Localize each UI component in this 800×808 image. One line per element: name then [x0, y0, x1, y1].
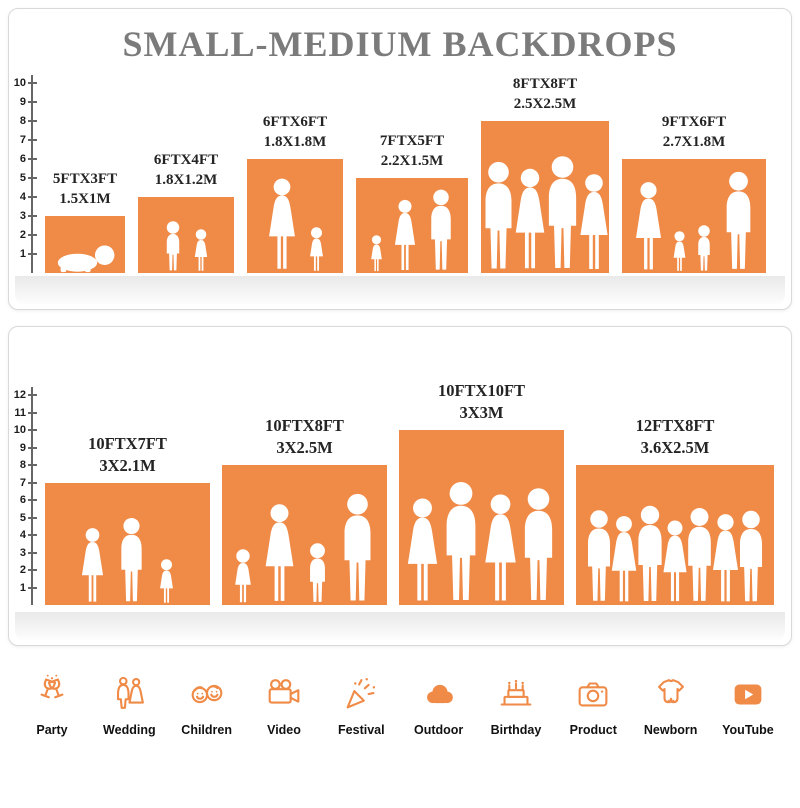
- category-party: Party: [16, 672, 88, 737]
- size-ft: 10FTX10FT: [437, 381, 526, 401]
- size-label: 6FTX4FT 1.8X1.2M: [154, 151, 218, 191]
- backdrop-bar-6ftx6ft: 6FTX6FT 1.8X1.8M: [247, 114, 343, 273]
- bottom-size-panel: 1 2 3 4 5 6 7 8 9 10 11 12 10FTX7FT 3X2.1M 10FTX8FT…: [8, 326, 792, 646]
- category-birthday: Birthday: [480, 672, 552, 737]
- backdrop-bar-8ftx8ft: 8FTX8FT 2.5X2.5M: [481, 76, 609, 273]
- category-label: Outdoor: [413, 723, 464, 737]
- backdrop-bars-row-bottom: 10FTX7FT 3X2.1M 10FTX8FT 3X2.5M: [45, 381, 774, 605]
- backdrop-bar-10ftx7ft: 10FTX7FT 3X2.1M: [45, 434, 210, 605]
- size-ft: 5FTX3FT: [52, 171, 118, 188]
- backdrop-bar-7ftx5ft: 7FTX5FT 2.2X1.5M: [356, 133, 468, 273]
- backdrop-bar-9ftx6ft: 9FTX6FT 2.7X1.8M: [622, 114, 766, 273]
- silhouette-family-of-three: [356, 178, 468, 273]
- backdrop-bar-10ftx10ft: 10FTX10FT 3X3M: [399, 381, 564, 605]
- top-size-panel: SMALL-MEDIUM BACKDROPS 1 2 3 4 5 6 7 8 9 10 5FTX3…: [8, 8, 792, 310]
- size-label: 7FTX5FT 2.2X1.5M: [380, 132, 444, 172]
- category-label: Birthday: [490, 723, 542, 737]
- video-camera-icon: [263, 672, 305, 716]
- size-label: 6FTX6FT 1.8X1.8M: [263, 113, 327, 153]
- category-video: Video: [248, 672, 320, 737]
- birthday-cake-icon: [495, 672, 537, 716]
- category-label: Wedding: [103, 723, 156, 737]
- size-label: 10FTX7FT 3X2.1M: [88, 433, 167, 477]
- party-toast-icon: [31, 672, 73, 716]
- category-newborn: Newborn: [635, 672, 707, 737]
- size-ft: 6FTX4FT: [153, 152, 219, 169]
- silhouette-group-of-adults: [399, 430, 564, 605]
- category-label: Product: [569, 723, 617, 737]
- category-label: Children: [181, 723, 232, 737]
- size-ft: 9FTX6FT: [661, 114, 727, 131]
- silhouette-group-of-adults: [481, 121, 609, 273]
- category-youtube: YouTube: [712, 672, 784, 737]
- category-label: YouTube: [722, 723, 774, 737]
- outdoor-cloud-icon: [418, 672, 460, 716]
- size-ft: 8FTX8FT: [512, 76, 578, 93]
- scale-ruler-bottom: 1 2 3 4 5 6 7 8 9 10 11 12: [14, 387, 37, 605]
- category-product: Product: [557, 672, 629, 737]
- category-children: Children: [171, 672, 243, 737]
- silhouette-family-of-four: [222, 465, 387, 605]
- size-label: 8FTX8FT 2.5X2.5M: [513, 75, 577, 115]
- silhouette-large-group: [576, 465, 774, 605]
- category-label: Party: [36, 723, 68, 737]
- size-m: 1.5X1M: [59, 191, 111, 208]
- size-label: 10FTX10FT 3X3M: [438, 380, 525, 424]
- category-label: Festival: [338, 723, 385, 737]
- category-wedding: Wedding: [93, 672, 165, 737]
- size-ft: 6FTX6FT: [262, 114, 328, 131]
- category-festival: Festival: [325, 672, 397, 737]
- silhouette-mother-and-child: [247, 159, 343, 273]
- backdrop-bars-row-top: 5FTX3FT 1.5X1M 6FTX4FT 1.8X1.2M 6FTX6FT …: [45, 76, 766, 273]
- backdrop-bar-10ftx8ft: 10FTX8FT 3X2.5M: [222, 416, 387, 605]
- size-ft: 10FTX7FT: [88, 434, 167, 454]
- wedding-couple-icon: [108, 672, 150, 716]
- size-m: 2.5X2.5M: [513, 96, 577, 113]
- size-m: 1.8X1.2M: [154, 172, 218, 189]
- floor-shadow: [15, 612, 785, 640]
- size-label: 10FTX8FT 3X2.5M: [265, 415, 344, 459]
- silhouette-family-of-four: [622, 159, 766, 273]
- size-m: 3X2.1M: [99, 456, 156, 476]
- category-label: Video: [267, 723, 301, 737]
- backdrop-bar-5ftx3ft: 5FTX3FT 1.5X1M: [45, 171, 125, 273]
- size-ft: 10FTX8FT: [265, 416, 344, 436]
- backdrop-bar-6ftx4ft: 6FTX4FT 1.8X1.2M: [138, 152, 234, 273]
- backdrop-bar-12ftx8ft: 12FTX8FT 3.6X2.5M: [576, 416, 774, 605]
- silhouette-family-of-three: [45, 483, 210, 605]
- size-m: 3.6X2.5M: [640, 438, 710, 458]
- category-row: Party Wedding: [16, 672, 784, 737]
- size-m: 1.8X1.8M: [263, 134, 327, 151]
- children-faces-icon: [186, 672, 228, 716]
- festival-popper-icon: [340, 672, 382, 716]
- floor-shadow: [15, 276, 785, 304]
- youtube-play-icon: [727, 672, 769, 716]
- silhouette-two-children: [138, 197, 234, 273]
- newborn-onesie-icon: [650, 672, 692, 716]
- size-ft: 7FTX5FT: [379, 133, 445, 150]
- size-label: 12FTX8FT 3.6X2.5M: [636, 415, 715, 459]
- size-label: 5FTX3FT 1.5X1M: [53, 170, 117, 210]
- page-title: SMALL-MEDIUM BACKDROPS: [122, 24, 678, 64]
- silhouette-crawling-baby: [45, 216, 125, 273]
- size-ft: 12FTX8FT: [635, 416, 715, 436]
- size-m: 3X2.5M: [276, 438, 333, 458]
- product-camera-icon: [572, 672, 614, 716]
- size-m: 2.2X1.5M: [380, 153, 444, 170]
- size-m: 3X3M: [459, 403, 504, 423]
- category-outdoor: Outdoor: [403, 672, 475, 737]
- size-m: 2.7X1.8M: [662, 134, 726, 151]
- size-label: 9FTX6FT 2.7X1.8M: [662, 113, 726, 153]
- category-label: Newborn: [643, 723, 698, 737]
- scale-ruler-top: 1 2 3 4 5 6 7 8 9 10: [14, 75, 37, 273]
